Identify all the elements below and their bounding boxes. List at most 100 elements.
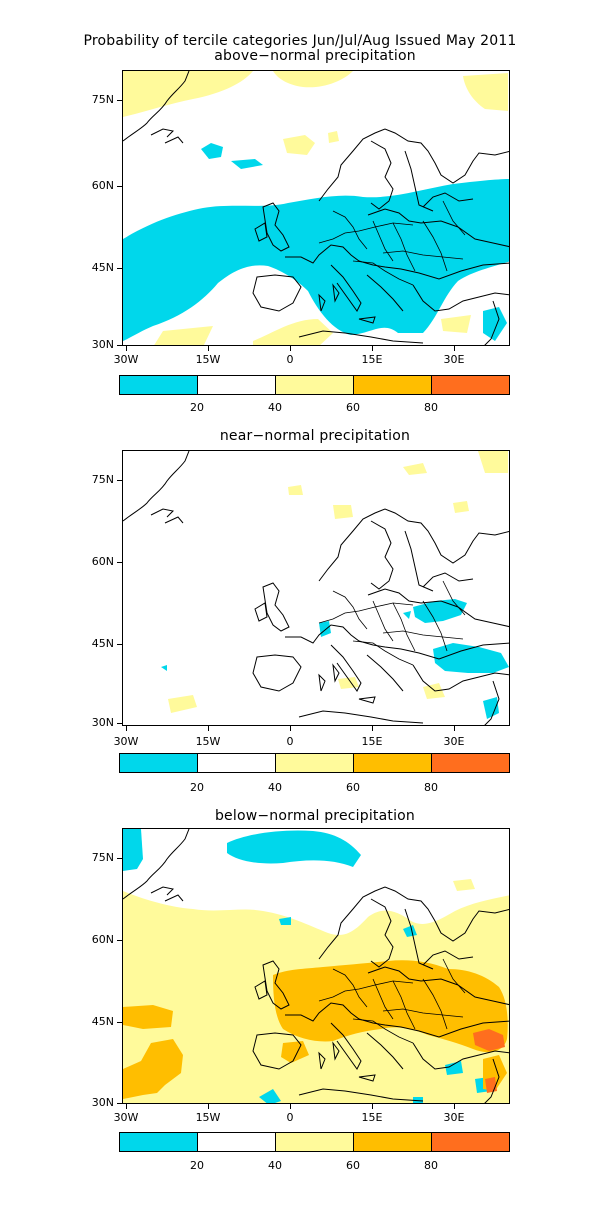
- map-below-normal: [122, 828, 510, 1104]
- colorbar-segment-60-80: [354, 376, 432, 394]
- colorbar-segment-40-60: [276, 754, 354, 772]
- colorbar-label-60: 60: [346, 1159, 360, 1172]
- map-canvas: [123, 451, 509, 725]
- lat-tick: [117, 345, 122, 346]
- region-high-probability: [123, 960, 508, 1099]
- lat-tick: [117, 1022, 122, 1023]
- lon-label-15w: 15W: [195, 735, 221, 748]
- lon-tick: [454, 1104, 455, 1109]
- lon-label-15e: 15E: [361, 1111, 383, 1124]
- lon-label-30w: 30W: [113, 1111, 139, 1124]
- colorbar-segment-20-40: [198, 376, 276, 394]
- map-canvas: [123, 71, 509, 345]
- lat-tick: [117, 480, 122, 481]
- colorbar-segment-20-40: [198, 1133, 276, 1151]
- colorbar-label-60: 60: [346, 781, 360, 794]
- lat-tick: [117, 100, 122, 101]
- colorbar-label-60: 60: [346, 401, 360, 414]
- colorbar-label-20: 20: [190, 781, 204, 794]
- lat-label-75n: 75N: [91, 93, 114, 106]
- colorbar-segment-80-100: [432, 754, 509, 772]
- coastline: [123, 451, 509, 725]
- colorbar-label-80: 80: [424, 1159, 438, 1172]
- lat-tick: [117, 562, 122, 563]
- lon-tick: [372, 726, 373, 731]
- lat-label-60n: 60N: [91, 933, 114, 946]
- lon-tick: [372, 346, 373, 351]
- region-medium-probability: [123, 71, 508, 345]
- lat-label-30n: 30N: [91, 338, 114, 351]
- lon-tick: [372, 1104, 373, 1109]
- lon-label-30w: 30W: [113, 353, 139, 366]
- lon-label-30w: 30W: [113, 735, 139, 748]
- colorbar-label-20: 20: [190, 1159, 204, 1172]
- colorbar-segment-60-80: [354, 754, 432, 772]
- colorbar-segment-80-100: [432, 376, 509, 394]
- coastline: [123, 829, 509, 1103]
- lon-tick: [126, 1104, 127, 1109]
- lat-label-45n: 45N: [91, 637, 114, 650]
- lat-tick: [117, 940, 122, 941]
- lon-label-30e: 30E: [443, 735, 465, 748]
- lat-tick: [117, 186, 122, 187]
- lat-label-45n: 45N: [91, 1015, 114, 1028]
- map-near-normal: [122, 450, 510, 726]
- lat-label-60n: 60N: [91, 179, 114, 192]
- lon-label-30e: 30E: [443, 1111, 465, 1124]
- lat-label-45n: 45N: [91, 261, 114, 274]
- lon-tick: [126, 726, 127, 731]
- panel-title: near−normal precipitation: [219, 428, 411, 444]
- lat-tick: [117, 1103, 122, 1104]
- lat-tick: [117, 268, 122, 269]
- country-borders: [318, 958, 466, 1044]
- lon-label-15w: 15W: [195, 353, 221, 366]
- panel-above-normal: above−normal precipitation: [0, 0, 600, 414]
- lon-tick: [290, 1104, 291, 1109]
- lon-tick: [208, 346, 209, 351]
- region-medium-probability: [168, 451, 508, 713]
- colorbar-label-40: 40: [268, 1159, 282, 1172]
- colorbar-label-40: 40: [268, 781, 282, 794]
- lat-label-75n: 75N: [91, 473, 114, 486]
- lon-tick: [454, 346, 455, 351]
- colorbar-segment-0-20: [120, 754, 198, 772]
- region-low-probability: [161, 599, 509, 719]
- map-canvas: [123, 829, 509, 1103]
- lon-label-15e: 15E: [361, 735, 383, 748]
- colorbar-segment-40-60: [276, 376, 354, 394]
- lat-label-30n: 30N: [91, 1096, 114, 1109]
- lon-label-15w: 15W: [195, 1111, 221, 1124]
- lat-tick: [117, 723, 122, 724]
- colorbar-segment-80-100: [432, 1133, 509, 1151]
- region-low-probability: [123, 829, 491, 1103]
- colorbar-label-40: 40: [268, 401, 282, 414]
- country-borders: [318, 580, 466, 666]
- panel-near-normal: near−normal precipitation: [0, 380, 600, 794]
- panel-title: above−normal precipitation: [214, 48, 416, 64]
- panel-below-normal: below−normal precipitation: [0, 760, 600, 1172]
- lat-label-30n: 30N: [91, 716, 114, 729]
- map-above-normal: [122, 70, 510, 346]
- colorbar-segment-20-40: [198, 754, 276, 772]
- colorbar-label-80: 80: [424, 781, 438, 794]
- figure-title: Probability of tercile categories Jun/Ju…: [83, 33, 517, 49]
- country-borders: [318, 200, 466, 286]
- lat-tick: [117, 644, 122, 645]
- lat-label-60n: 60N: [91, 555, 114, 568]
- lon-label-0: 0: [286, 1111, 294, 1124]
- colorbar-segment-0-20: [120, 1133, 198, 1151]
- colorbar-segment-60-80: [354, 1133, 432, 1151]
- colorbar: [119, 1132, 510, 1152]
- lon-tick: [454, 726, 455, 731]
- colorbar-segment-40-60: [276, 1133, 354, 1151]
- lon-label-30e: 30E: [443, 353, 465, 366]
- lat-label-75n: 75N: [91, 851, 114, 864]
- lon-tick: [290, 726, 291, 731]
- lat-tick: [117, 858, 122, 859]
- coastline: [123, 71, 509, 345]
- lon-tick: [290, 346, 291, 351]
- colorbar-label-80: 80: [424, 401, 438, 414]
- panel-title: below−normal precipitation: [214, 808, 416, 824]
- colorbar: [119, 753, 510, 773]
- colorbar-label-20: 20: [190, 401, 204, 414]
